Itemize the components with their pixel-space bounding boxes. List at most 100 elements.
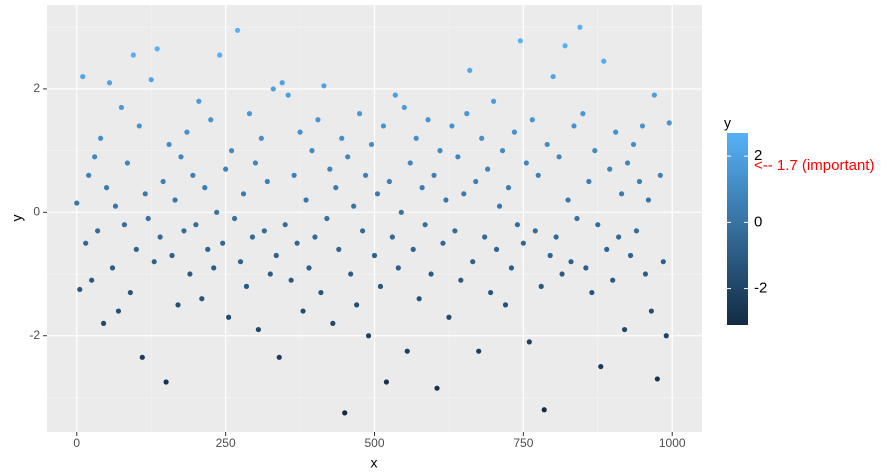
point (267, 271, 273, 277)
point (315, 117, 321, 123)
point (160, 178, 166, 185)
point (297, 129, 303, 135)
point (306, 265, 312, 271)
legend-tick-label: 2 (754, 147, 762, 164)
point (351, 203, 357, 209)
point (392, 92, 398, 98)
point (398, 209, 404, 215)
point (142, 191, 148, 197)
point (428, 271, 434, 277)
point (264, 178, 270, 185)
point (136, 123, 142, 129)
point (157, 234, 163, 240)
point (362, 172, 369, 178)
point (231, 215, 238, 222)
point (604, 246, 610, 252)
point (339, 135, 345, 141)
point (89, 277, 95, 283)
point (443, 197, 449, 203)
point (455, 154, 461, 160)
point (354, 302, 360, 308)
point (196, 98, 202, 104)
point (145, 215, 151, 222)
point (92, 154, 98, 160)
point (502, 302, 509, 308)
point (488, 289, 494, 296)
point (610, 277, 616, 283)
legend-tick-label: 0 (754, 213, 762, 230)
point (228, 148, 235, 154)
point (657, 172, 663, 178)
point (148, 77, 154, 83)
point (389, 234, 395, 240)
point (461, 191, 467, 197)
point (520, 240, 526, 246)
point (324, 215, 330, 222)
annotation: <-- 1.7 (important) (754, 157, 874, 174)
point (422, 222, 428, 228)
point (330, 320, 336, 326)
point (321, 83, 327, 89)
x-tick-label: 0 (73, 436, 80, 450)
point (74, 200, 80, 206)
point (464, 111, 470, 117)
point (523, 160, 529, 166)
point (130, 52, 136, 58)
point (541, 407, 547, 413)
point (342, 410, 348, 416)
point (493, 246, 500, 252)
point (437, 148, 443, 154)
point (348, 271, 354, 277)
point (327, 166, 333, 172)
point (613, 129, 619, 135)
point (479, 135, 485, 141)
point (636, 178, 643, 185)
point (368, 141, 375, 148)
point (440, 240, 446, 246)
point (166, 141, 172, 148)
point (97, 135, 104, 141)
point (473, 178, 479, 185)
point (223, 166, 229, 172)
point (482, 234, 488, 240)
point (550, 73, 556, 80)
point (529, 117, 535, 123)
point (359, 228, 366, 234)
point (261, 228, 267, 234)
point (246, 111, 253, 117)
point (616, 234, 622, 240)
point (511, 129, 518, 135)
point (318, 289, 324, 296)
point (365, 333, 372, 339)
legend-title: y (724, 115, 731, 131)
point (243, 283, 250, 289)
point (86, 172, 92, 178)
point (517, 38, 523, 44)
point (562, 43, 568, 49)
point (103, 185, 110, 191)
point (208, 117, 214, 123)
point (199, 296, 205, 302)
point (336, 246, 342, 252)
x-tick-label: 1000 (659, 436, 686, 450)
point (514, 222, 521, 228)
point (291, 172, 297, 178)
point (154, 46, 160, 52)
point (252, 160, 259, 166)
point (178, 154, 184, 160)
x-tick-label: 500 (364, 436, 384, 450)
point (630, 141, 637, 148)
point (172, 197, 178, 203)
point (163, 379, 169, 385)
point (547, 252, 553, 259)
point (621, 326, 628, 333)
point (285, 92, 291, 98)
point (109, 265, 116, 271)
point (508, 265, 515, 271)
point (151, 259, 157, 265)
point (282, 222, 288, 228)
point (115, 308, 122, 314)
point (663, 333, 669, 339)
legend-tick-label: -2 (754, 280, 767, 297)
